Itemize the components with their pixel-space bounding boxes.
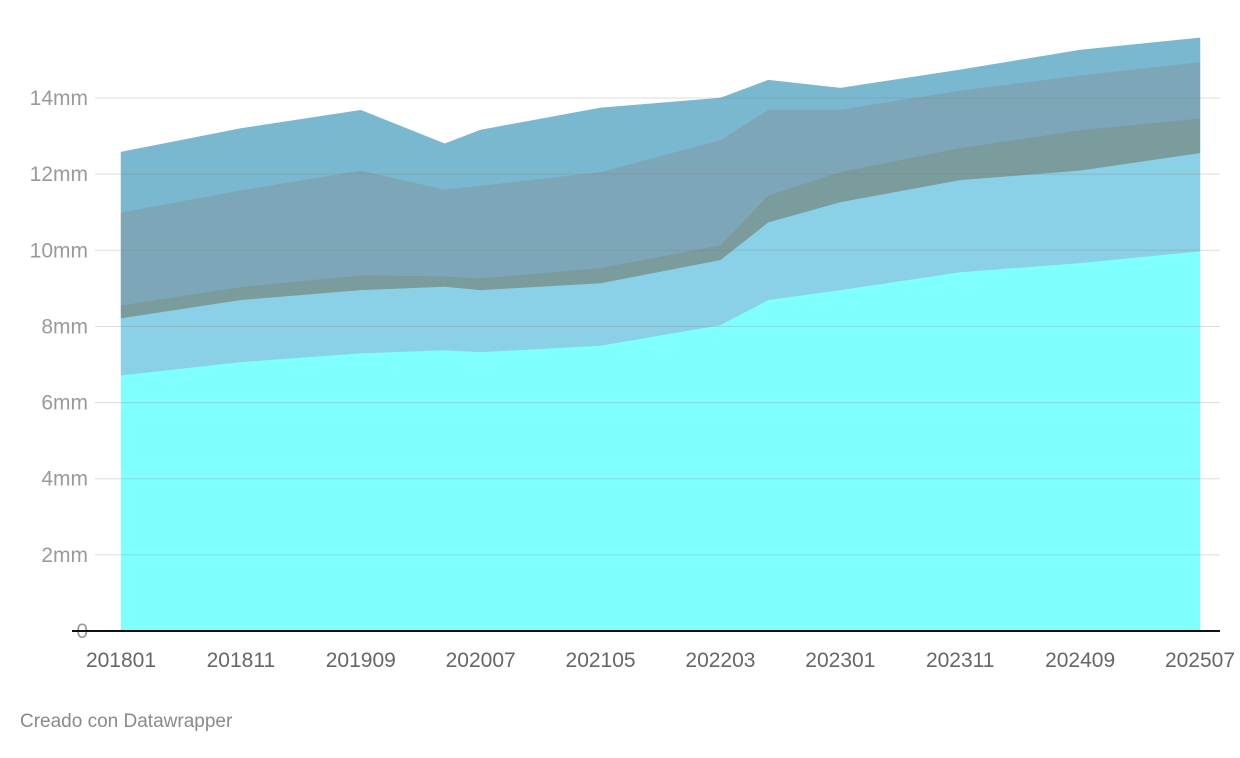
y-tick-label: 6mm	[41, 392, 88, 415]
x-tick-label: 202301	[805, 649, 875, 672]
x-tick-label: 202409	[1045, 649, 1115, 672]
y-tick-label: 10mm	[30, 239, 88, 262]
y-tick-label: 8mm	[41, 315, 88, 338]
area-series-5	[120, 37, 1201, 213]
x-tick-label: 202105	[566, 649, 636, 672]
x-tick-label: 201801	[86, 649, 156, 672]
x-tick-label: 202203	[685, 649, 755, 672]
x-tick-label: 201909	[326, 649, 396, 672]
x-tick-label: 202007	[446, 649, 516, 672]
y-tick-label: 4mm	[41, 468, 88, 491]
x-tick-label: 201811	[207, 649, 276, 672]
footer-credit: Creado con Datawrapper	[20, 711, 233, 732]
y-tick-label: 2mm	[41, 544, 88, 567]
y-tick-label: 14mm	[30, 87, 88, 110]
x-tick-label: 202311	[926, 649, 995, 672]
y-tick-label: 12mm	[30, 163, 88, 186]
x-tick-label: 202507	[1165, 649, 1235, 672]
